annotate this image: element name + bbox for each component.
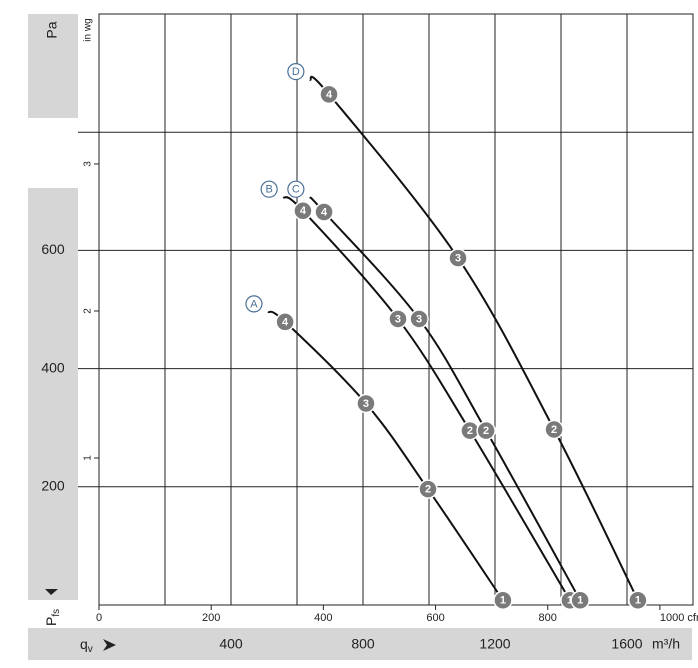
bottom-band: [28, 628, 692, 660]
series-tag: [245, 295, 263, 313]
arrow: [45, 589, 58, 595]
point-badge: [293, 201, 313, 221]
y2-tick-label: 3: [83, 161, 94, 167]
x2-tick-label: 600: [426, 612, 444, 624]
y-label: Pa: [44, 21, 60, 38]
y-tick-label: 200: [41, 478, 65, 494]
y2-tick-label: 1: [83, 455, 94, 461]
y-axis-title: Pfs: [43, 609, 62, 626]
y-axis-title-sub: fs: [51, 609, 62, 617]
series-tag: [260, 180, 278, 198]
left-band: [28, 188, 78, 600]
point-badge: [448, 248, 468, 268]
point-label: 1: [635, 595, 641, 607]
series-tag: [287, 180, 305, 198]
x2-tick-label: 1000 cfm: [660, 612, 698, 624]
y2-label: in wg: [83, 18, 94, 41]
y-tick-label: 400: [41, 359, 65, 375]
arrow: [103, 639, 116, 651]
y2-tick-label: 2: [83, 308, 94, 314]
curve: [267, 310, 504, 601]
curve: [309, 75, 639, 601]
x2-tick-label: 0: [96, 612, 102, 624]
point-badge: [275, 312, 295, 332]
x-axis-title: qv: [80, 636, 93, 655]
point-label: 3: [363, 398, 369, 410]
point-badge: [628, 590, 648, 611]
point-badge: [493, 590, 513, 611]
x2-tick-label: 200: [202, 612, 220, 624]
x2-tick-label: 400: [314, 612, 332, 624]
point-label: 4: [300, 205, 307, 217]
series-name: C: [292, 184, 300, 196]
point-label: 4: [282, 316, 289, 328]
series-name: B: [265, 184, 272, 196]
series-name: D: [292, 66, 300, 78]
x-axis-title-main: q: [80, 636, 88, 652]
plot-frame: [98, 13, 694, 606]
y-axis-title-main: P: [43, 617, 59, 626]
point-label: 2: [483, 425, 489, 437]
point-label: 4: [326, 89, 333, 101]
x2-tick-label: 800: [539, 612, 557, 624]
point-label: 1: [500, 595, 506, 607]
point-label: 1: [567, 595, 573, 607]
point-label: 3: [455, 252, 461, 264]
point-label: 2: [425, 484, 431, 496]
point-label: 3: [395, 313, 401, 325]
point-label: 3: [416, 313, 422, 325]
left-band: [28, 14, 78, 118]
curve: [309, 196, 582, 601]
x-axis-title-sub: v: [88, 644, 93, 655]
point-label: 4: [321, 206, 328, 218]
point-badge: [418, 479, 438, 499]
point-badge: [409, 309, 429, 329]
point-label: 2: [551, 424, 557, 436]
x-label: m³/h: [652, 636, 680, 652]
x-tick-label: 1200: [479, 636, 510, 652]
y-axis-title: Pfs: [43, 609, 62, 626]
x-tick-label: 800: [351, 636, 375, 652]
point-badge: [319, 84, 339, 105]
point-badge: [570, 590, 590, 611]
point-badge: [476, 420, 496, 441]
series-tag: [287, 63, 305, 81]
point-badge: [544, 419, 564, 440]
point-label: 2: [467, 425, 473, 437]
y-tick-label: 600: [41, 241, 65, 257]
x-tick-label: 1600: [611, 636, 642, 652]
point-badge: [388, 309, 408, 329]
point-label: 1: [577, 595, 583, 607]
point-badge: [314, 202, 334, 222]
x-tick-label: 400: [219, 636, 243, 652]
curve: [282, 196, 571, 601]
series-name: A: [250, 298, 258, 310]
point-badge: [356, 393, 376, 414]
